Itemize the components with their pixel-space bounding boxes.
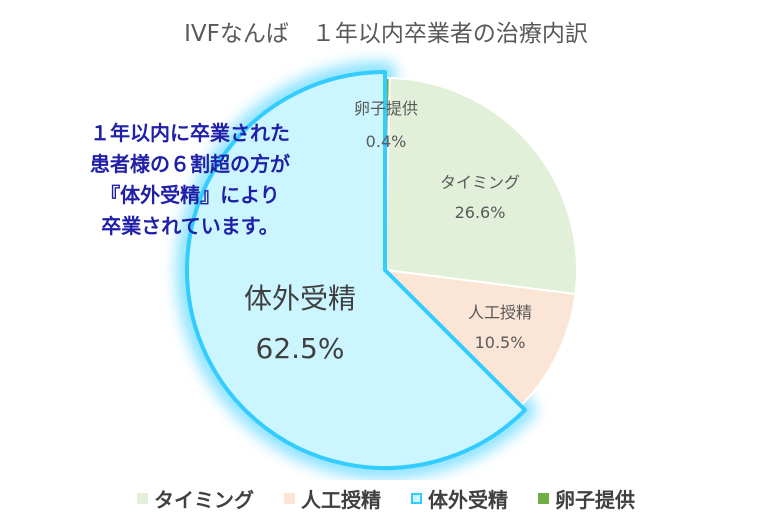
slice-ivf bbox=[185, 70, 528, 470]
callout-line: 卒業されています。 bbox=[101, 214, 279, 238]
legend-label: タイミング bbox=[154, 488, 254, 512]
slice-artificial-insemination bbox=[382, 268, 577, 408]
slice-timing bbox=[383, 77, 578, 296]
slice-label-ivf: 体外受精 bbox=[244, 282, 356, 315]
callout-line: 患者様の６割超の方が bbox=[90, 152, 290, 176]
slice-value-artificial-insemination: 10.5% bbox=[475, 333, 526, 352]
legend-label: 体外受精 bbox=[428, 488, 508, 512]
legend-swatch bbox=[137, 493, 148, 504]
chart-title: IVFなんば １年以内卒業者の治療内訳 bbox=[184, 21, 588, 47]
callout-line: １年以内に卒業された bbox=[90, 121, 290, 145]
slice-value-egg-donation: 0.4% bbox=[366, 132, 407, 151]
legend-swatch bbox=[538, 493, 549, 504]
callout-note: １年以内に卒業された 患者様の６割超の方が 『体外受精』により 卒業されています… bbox=[40, 118, 340, 242]
pie-chart: 卵子提供 0.4% タイミング 26.6% 人工授精 10.5% 体外受精 62.5% bbox=[176, 61, 578, 479]
slice-value-timing: 26.6% bbox=[455, 203, 506, 222]
legend-swatch bbox=[411, 493, 422, 504]
legend-item-egg-donation: 卵子提供 bbox=[538, 484, 635, 513]
slice-label-egg-donation: 卵子提供 bbox=[354, 99, 418, 118]
legend-swatch bbox=[284, 493, 295, 504]
slice-label-timing: タイミング bbox=[440, 173, 520, 192]
callout-line: 『体外受精』により bbox=[100, 183, 280, 207]
legend-item-timing: タイミング bbox=[137, 484, 254, 513]
legend-item-ivf: 体外受精 bbox=[411, 484, 508, 513]
legend-label: 卵子提供 bbox=[555, 488, 635, 512]
legend: タイミング 人工授精 体外受精 卵子提供 bbox=[0, 484, 772, 513]
slice-label-artificial-insemination: 人工授精 bbox=[468, 303, 532, 322]
slice-value-ivf: 62.5% bbox=[256, 332, 345, 365]
legend-label: 人工授精 bbox=[301, 488, 381, 512]
legend-item-artificial-insemination: 人工授精 bbox=[284, 484, 381, 513]
